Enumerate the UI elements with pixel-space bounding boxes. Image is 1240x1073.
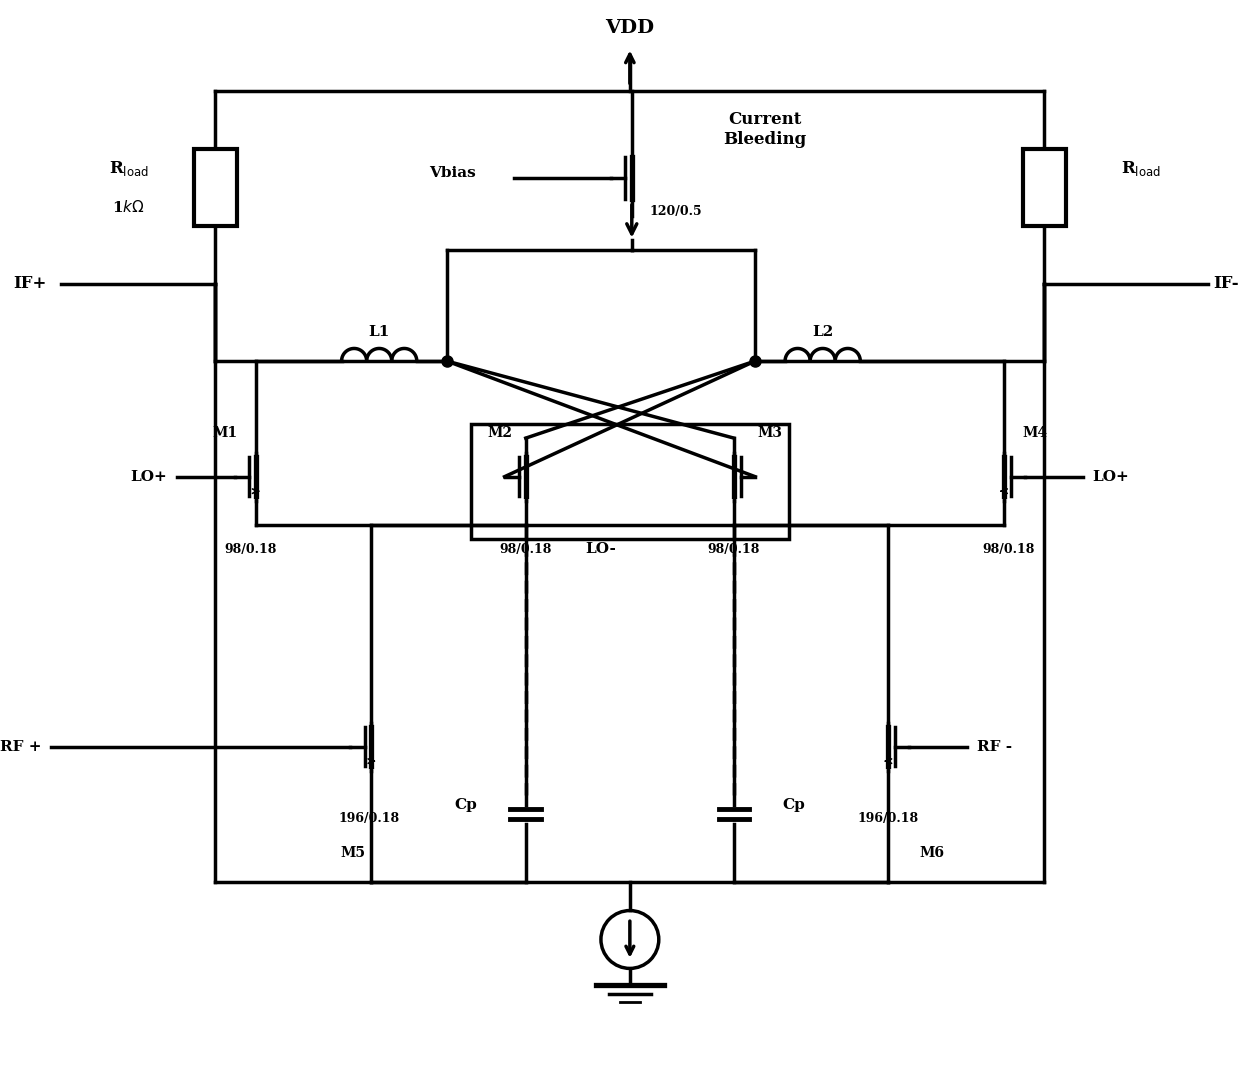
Text: 98/0.18: 98/0.18 <box>224 543 277 556</box>
Text: Cp: Cp <box>455 797 477 811</box>
Text: RF +: RF + <box>0 739 42 753</box>
Text: 1$k\Omega$: 1$k\Omega$ <box>113 199 145 215</box>
Text: 98/0.18: 98/0.18 <box>708 543 760 556</box>
Text: 196/0.18: 196/0.18 <box>339 812 401 825</box>
Text: 120/0.5: 120/0.5 <box>650 205 702 218</box>
Text: IF+: IF+ <box>14 276 47 292</box>
Text: Current
Bleeding: Current Bleeding <box>723 112 806 148</box>
Bar <box>1023 149 1066 226</box>
Text: RF -: RF - <box>977 739 1012 753</box>
Text: M6: M6 <box>919 846 944 859</box>
Text: LO+: LO+ <box>130 470 167 484</box>
Text: IF-: IF- <box>1213 276 1239 292</box>
Text: L1: L1 <box>368 325 389 339</box>
Bar <box>471 424 789 540</box>
Text: R$_{\rm load}$: R$_{\rm load}$ <box>109 159 149 178</box>
Text: LO+: LO+ <box>1092 470 1130 484</box>
Text: 98/0.18: 98/0.18 <box>500 543 552 556</box>
Text: M5: M5 <box>341 846 366 859</box>
Text: Cp: Cp <box>782 797 805 811</box>
Text: LO-: LO- <box>585 542 616 556</box>
Text: 98/0.18: 98/0.18 <box>982 543 1035 556</box>
Text: VDD: VDD <box>605 19 655 38</box>
Text: M3: M3 <box>758 426 782 440</box>
Text: M4: M4 <box>1022 426 1048 440</box>
Text: L2: L2 <box>812 325 833 339</box>
Text: R$_{\rm load}$: R$_{\rm load}$ <box>1121 159 1161 178</box>
Bar <box>193 149 237 226</box>
Text: M2: M2 <box>487 426 512 440</box>
Text: M1: M1 <box>212 426 238 440</box>
Text: Vbias: Vbias <box>429 166 476 180</box>
Text: 196/0.18: 196/0.18 <box>858 812 919 825</box>
